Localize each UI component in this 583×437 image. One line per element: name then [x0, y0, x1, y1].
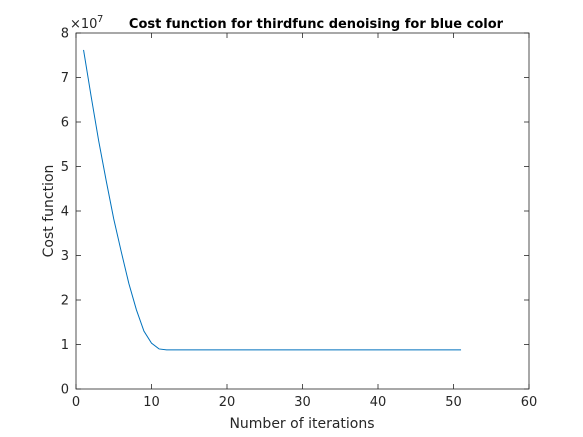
- chart-title: Cost function for thirdfunc denoising fo…: [129, 17, 504, 32]
- x-tick-label: 40: [370, 395, 387, 410]
- y-tick-label: 4: [61, 205, 69, 220]
- y-multiplier: ×10: [70, 17, 97, 32]
- y-tick-label: 8: [61, 27, 69, 42]
- y-tick-label: 3: [61, 249, 69, 264]
- x-axis-ticks: 0 10 20 30 40 50 60: [72, 33, 537, 410]
- y-exponent: 7: [97, 14, 103, 25]
- y-axis-ticks: 0 1 2 3 4 5 6 7 8: [61, 27, 529, 398]
- cost-function-line: [83, 49, 462, 351]
- y-tick-label: 1: [61, 338, 69, 353]
- x-tick-label: 20: [219, 395, 236, 410]
- x-tick-label: 30: [294, 395, 311, 410]
- x-tick-label: 10: [143, 395, 160, 410]
- y-tick-label: 0: [61, 383, 69, 398]
- x-tick-label: 50: [445, 395, 462, 410]
- x-axis-label: Number of iterations: [229, 416, 374, 432]
- axes-box: [75, 32, 530, 390]
- y-axis-label: Cost function: [41, 165, 57, 258]
- series-group: [83, 49, 462, 351]
- y-tick-label: 2: [61, 294, 69, 309]
- y-tick-label: 5: [61, 160, 69, 175]
- plot-area: [75, 32, 530, 390]
- y-tick-label: 7: [61, 71, 69, 86]
- y-tick-label: 6: [61, 116, 69, 131]
- x-tick-label: 0: [72, 395, 80, 410]
- x-tick-label: 60: [521, 395, 538, 410]
